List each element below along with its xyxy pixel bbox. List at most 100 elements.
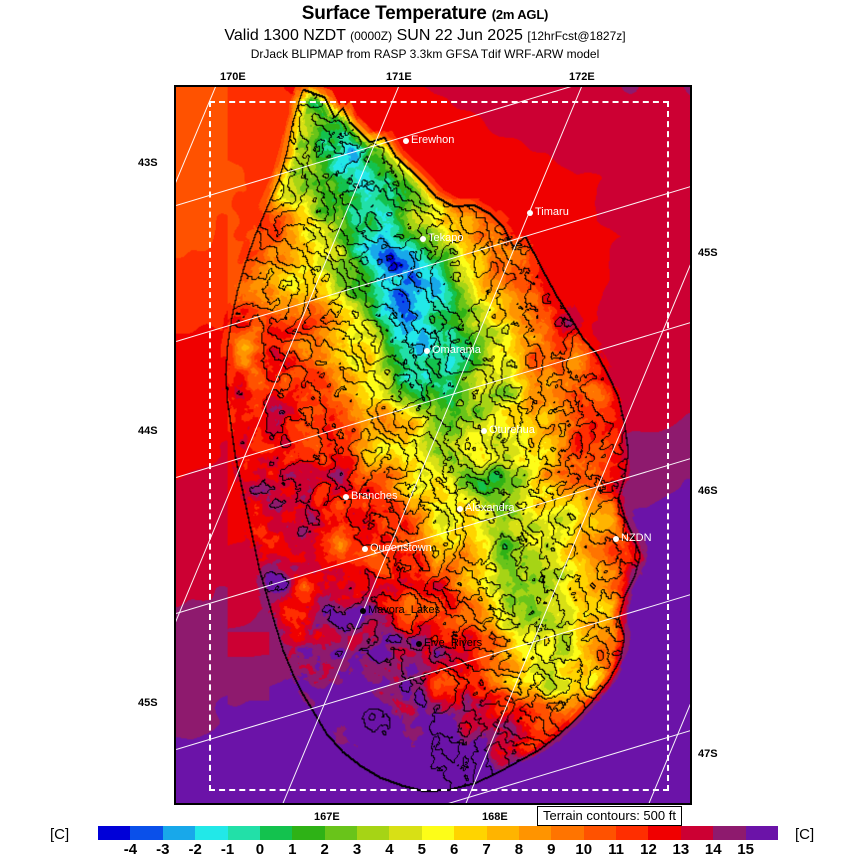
axis-label-latitude-left: 43S [138, 157, 158, 169]
axis-label-latitude-right: 46S [698, 485, 718, 497]
forecast-tag: [12hrFcst@1827z] [527, 29, 626, 43]
city-label: Queenstown [370, 542, 432, 554]
axis-label-longitude-bottom: 168E [482, 811, 508, 823]
city-marker: Erewhon [403, 135, 454, 146]
colorbar-tick: 10 [575, 841, 593, 858]
colorbar-gradient[interactable] [98, 826, 778, 840]
axis-label-longitude-top: 172E [569, 71, 595, 83]
colorbar-tick: 11 [608, 841, 625, 858]
colorbar-swatch-13 [518, 826, 552, 840]
city-dot-icon [457, 505, 463, 512]
colorbar-swatch-2 [162, 826, 196, 840]
colorbar-unit-left: [C] [50, 826, 70, 843]
colorbar-tick: -1 [220, 841, 235, 858]
title-level: (2m AGL) [491, 7, 549, 22]
temperature-field-canvas [176, 87, 690, 803]
city-label: Tekapo [428, 232, 464, 244]
terrain-contour-legend: Terrain contours: 500 ft [537, 806, 682, 826]
colorbar-swatch-7 [324, 826, 357, 840]
city-label: Mavora_Lakes [368, 604, 441, 616]
colorbar-tick: 1 [288, 841, 297, 858]
city-label: Alexandra [465, 502, 515, 514]
colorbar-swatch-12 [486, 826, 519, 840]
colorbar-swatch-1 [130, 826, 163, 840]
colorbar-swatch-5 [259, 826, 293, 840]
colorbar-swatch-19 [713, 826, 746, 840]
colorbar-swatch-14 [551, 826, 584, 840]
colorbar-region: -4 -3 -2 -1 0 1 2 3 4 5 6 7 8 9 10 11 12 13 14 15 [0, 823, 850, 860]
colorbar-tick: 2 [320, 841, 329, 858]
colorbar-tick: 5 [417, 841, 426, 858]
city-marker: Oturehua [481, 425, 535, 436]
colorbar-tick: -2 [188, 841, 202, 858]
colorbar-tick: 3 [352, 841, 362, 858]
colorbar-tick-labels: -4 -3 -2 -1 0 1 2 3 4 5 6 7 8 9 10 11 12 13 14 15 [98, 841, 778, 861]
colorbar-tick: 7 [482, 841, 491, 858]
city-label: Erewhon [411, 134, 455, 146]
colorbar-tick: 9 [547, 841, 556, 858]
city-dot-icon [416, 640, 422, 647]
title-block: Surface Temperature (2m AGL) Valid 1300 … [0, 0, 850, 62]
city-dot-icon [343, 493, 349, 500]
colorbar-swatch-9 [389, 826, 422, 840]
city-dot-icon [360, 607, 366, 614]
temperature-map[interactable]: Erewhon Timaru Tekapo Omarama Oturehua Branch… [174, 85, 692, 805]
colorbar-swatch-18 [680, 826, 714, 840]
model-source-line: DrJack BLIPMAP from RASP 3.3km GFSA Tdif… [250, 47, 600, 61]
city-label: NZDN [621, 532, 652, 544]
city-dot-icon [403, 137, 409, 144]
city-marker: Branches [343, 491, 397, 502]
valid-time-line: Valid 1300 NZDT (0000Z) SUN 22 Jun 2025 … [0, 26, 850, 46]
colorbar-swatch-4 [227, 826, 260, 840]
colorbar-tick: 0 [255, 841, 265, 858]
model-domain-box [209, 101, 669, 791]
title-main: Surface Temperature [301, 3, 487, 24]
colorbar-tick: 13 [672, 841, 690, 858]
colorbar-tick: 14 [704, 841, 722, 858]
city-label: Omarama [432, 344, 481, 356]
city-dot-icon [424, 347, 430, 354]
city-label: Timaru [535, 206, 569, 218]
colorbar-tick: 8 [514, 841, 524, 858]
city-marker: Queenstown [362, 543, 432, 554]
city-marker: Tekapo [420, 233, 463, 244]
colorbar-tick: -4 [123, 841, 138, 858]
colorbar-tick: 6 [450, 841, 459, 858]
valid-date: SUN 22 Jun 2025 [396, 27, 523, 44]
colorbar-swatch-3 [195, 826, 228, 840]
axis-label-latitude-right: 47S [698, 748, 718, 760]
colorbar-tick: -3 [156, 841, 170, 858]
city-marker: Alexandra [457, 503, 515, 514]
city-dot-icon [420, 235, 426, 242]
axis-label-latitude-left: 45S [138, 697, 158, 709]
city-dot-icon [613, 535, 619, 542]
colorbar-swatch-11 [454, 826, 487, 840]
axis-label-latitude-left: 44S [138, 425, 158, 437]
city-marker: Mavora_Lakes [360, 605, 440, 616]
colorbar-unit-right: [C] [795, 826, 815, 843]
city-marker: Timaru [527, 207, 569, 218]
colorbar-swatch-8 [357, 826, 390, 840]
city-marker: NZDN [613, 533, 652, 544]
city-dot-icon [362, 545, 368, 552]
city-dot-icon [481, 427, 487, 434]
colorbar-swatch-10 [421, 826, 455, 840]
colorbar-swatch-20 [745, 826, 778, 840]
colorbar-swatch-17 [648, 826, 681, 840]
city-marker: Omarama [424, 345, 481, 356]
axis-label-longitude-bottom: 167E [314, 811, 340, 823]
city-marker: Five_Rivers [416, 638, 482, 649]
valid-utc-time: (0000Z) [350, 29, 393, 43]
axis-label-longitude-top: 170E [220, 71, 246, 83]
city-label: Oturehua [489, 424, 535, 436]
city-dot-icon [527, 209, 533, 216]
colorbar-swatch-0 [98, 826, 131, 840]
colorbar-tick: 15 [737, 841, 754, 858]
page-title: Surface Temperature (2m AGL) [0, 3, 850, 26]
colorbar-tick: 4 [385, 841, 394, 858]
colorbar-swatch-6 [292, 826, 325, 840]
axis-label-latitude-right: 45S [698, 247, 718, 259]
city-label: Five_Rivers [424, 637, 483, 649]
axis-label-longitude-top: 171E [386, 71, 412, 83]
colorbar-tick: 12 [640, 841, 657, 858]
